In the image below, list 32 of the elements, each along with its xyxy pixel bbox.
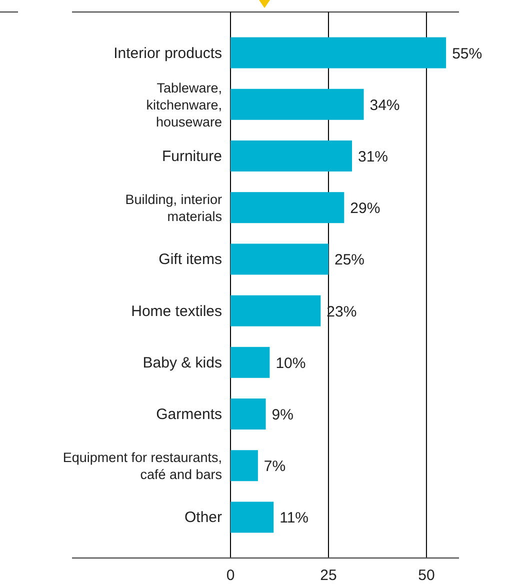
bar (230, 398, 266, 430)
bar (230, 244, 328, 275)
data-label: 7% (264, 458, 286, 476)
y-tick-label: Gift items (158, 251, 222, 268)
y-tick-label: Equipment for restaurants, café and bars (62, 450, 222, 482)
bar (230, 140, 352, 172)
data-label: 9% (272, 406, 294, 424)
y-tick-label: Home textiles (131, 302, 222, 320)
data-label: 25% (334, 252, 365, 269)
x-tick-label: 0 (226, 567, 235, 584)
bar (230, 88, 364, 120)
bar (230, 346, 270, 378)
x-tick-label: 25 (320, 567, 337, 584)
y-tick-label: Other (184, 509, 222, 526)
bar (230, 192, 344, 224)
y-tick-label: Interior products (114, 44, 222, 62)
y-tick-label: Building, interior materials (125, 192, 222, 224)
bar (230, 450, 258, 482)
data-label: 10% (276, 354, 306, 372)
data-label: 29% (350, 200, 380, 218)
data-label: 34% (370, 96, 400, 114)
y-tick-label: Tableware, kitchenware, houseware (146, 80, 222, 130)
data-label: 11% (280, 510, 309, 527)
bar (230, 295, 321, 326)
bar (230, 37, 446, 68)
y-tick-label: Baby & kids (142, 354, 222, 372)
bar (230, 502, 274, 533)
x-tick-label: 50 (418, 567, 435, 584)
y-tick-label: Garments (156, 406, 222, 424)
y-tick-label: Furniture (162, 148, 222, 165)
data-label: 31% (358, 148, 388, 166)
data-label: 55% (452, 45, 482, 62)
